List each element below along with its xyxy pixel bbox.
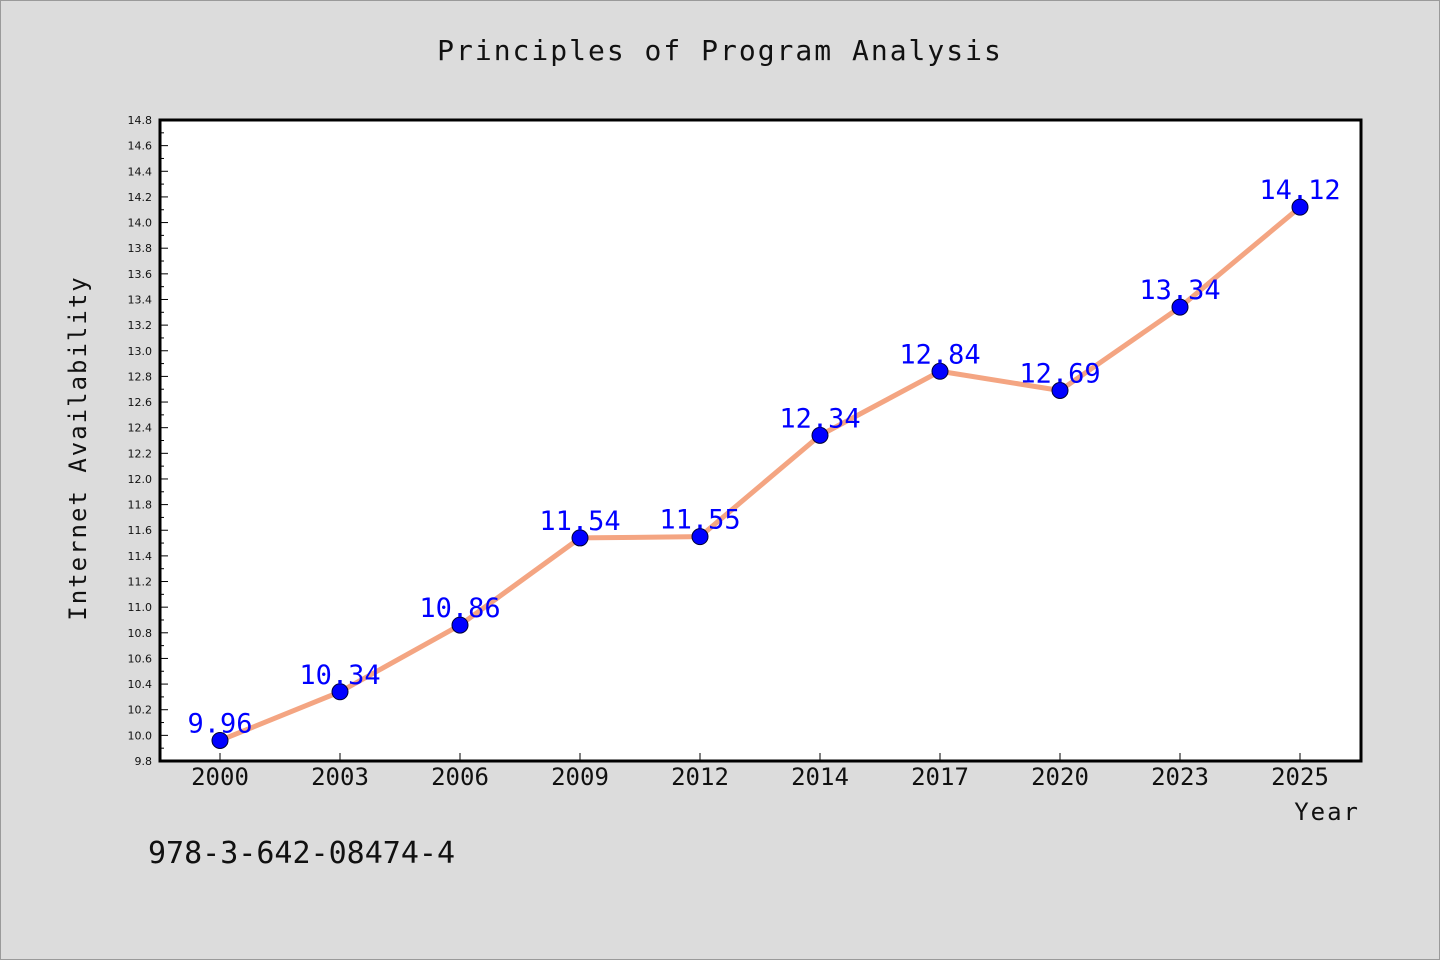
y-tick-label: 12.0 [128, 473, 153, 486]
x-axis: 2000 2003 2006 2009 2012 2014 2017 2020 2023 2025 [191, 753, 1329, 791]
data-point [1291, 198, 1309, 216]
y-tick-label: 10.6 [128, 652, 153, 665]
data-label: 11.54 [539, 506, 620, 537]
y-tick-label: 12.4 [128, 422, 153, 435]
y-tick-label: 11.6 [128, 524, 153, 537]
data-label: 10.34 [299, 660, 380, 691]
isbn-label: 978-3-642-08474-4 [148, 836, 456, 871]
x-axis-label: Year [1294, 798, 1360, 826]
data-point [931, 362, 949, 380]
y-tick-label: 13.2 [128, 319, 153, 332]
data-point [331, 683, 349, 701]
y-tick-label: 11.2 [128, 576, 153, 589]
y-tick-label: 11.8 [128, 499, 153, 512]
data-point [691, 528, 709, 546]
y-tick-label: 13.0 [128, 345, 153, 358]
x-tick-label: 2025 [1271, 763, 1329, 791]
data-label: 11.55 [659, 505, 740, 536]
x-tick-label: 2000 [191, 763, 249, 791]
x-tick-label: 2006 [431, 763, 489, 791]
x-tick-label: 2003 [311, 763, 369, 791]
data-label: 10.86 [419, 593, 500, 624]
y-tick-label: 12.6 [128, 396, 153, 409]
data-point [451, 616, 469, 634]
y-tick-label: 11.4 [128, 550, 153, 563]
y-axis: 9.8 10.0 10.2 10.4 10.6 10.8 11.0 11.2 11.4 11.6 1… [128, 114, 168, 768]
x-tick-label: 2017 [911, 763, 969, 791]
x-tick-label: 2023 [1151, 763, 1209, 791]
y-tick-label: 10.0 [128, 729, 153, 742]
y-tick-label: 10.2 [128, 704, 153, 717]
data-point [211, 731, 229, 749]
y-tick-label: 10.8 [128, 627, 153, 640]
y-tick-label: 9.8 [135, 755, 153, 768]
y-tick-label: 12.8 [128, 370, 153, 383]
data-label: 12.84 [899, 339, 980, 370]
chart-title: Principles of Program Analysis [437, 34, 1003, 67]
data-label: 12.34 [779, 403, 860, 434]
data-point [571, 529, 589, 547]
y-tick-label: 14.4 [128, 165, 153, 178]
data-label: 12.69 [1019, 359, 1100, 390]
data-label: 13.34 [1139, 275, 1220, 306]
y-tick-label: 13.4 [128, 293, 153, 306]
x-tick-label: 2009 [551, 763, 609, 791]
y-tick-label: 12.2 [128, 447, 153, 460]
series-line [217, 204, 1303, 743]
y-tick-label: 10.4 [128, 678, 153, 691]
data-labels: 9.96 10.34 10.86 11.54 11.55 12.34 12.84 12.69 1… [187, 175, 1340, 739]
plot-area [158, 118, 1363, 763]
x-tick-label: 2014 [791, 763, 849, 791]
data-point [811, 426, 829, 444]
y-axis-label: Internet Availability [64, 275, 92, 620]
y-tick-label: 11.0 [128, 601, 153, 614]
x-tick-label: 2020 [1031, 763, 1089, 791]
data-label: 9.96 [187, 708, 252, 739]
y-tick-label: 14.6 [128, 140, 153, 153]
x-tick-label: 2012 [671, 763, 729, 791]
y-tick-label: 14.0 [128, 217, 153, 230]
y-tick-label: 13.8 [128, 242, 153, 255]
y-tick-label: 13.6 [128, 268, 153, 281]
data-point [1171, 298, 1189, 316]
y-tick-label: 14.2 [128, 191, 153, 204]
data-point [1051, 382, 1069, 400]
data-label: 14.12 [1259, 175, 1340, 206]
series-markers [211, 198, 1309, 749]
y-tick-label: 14.8 [128, 114, 153, 127]
